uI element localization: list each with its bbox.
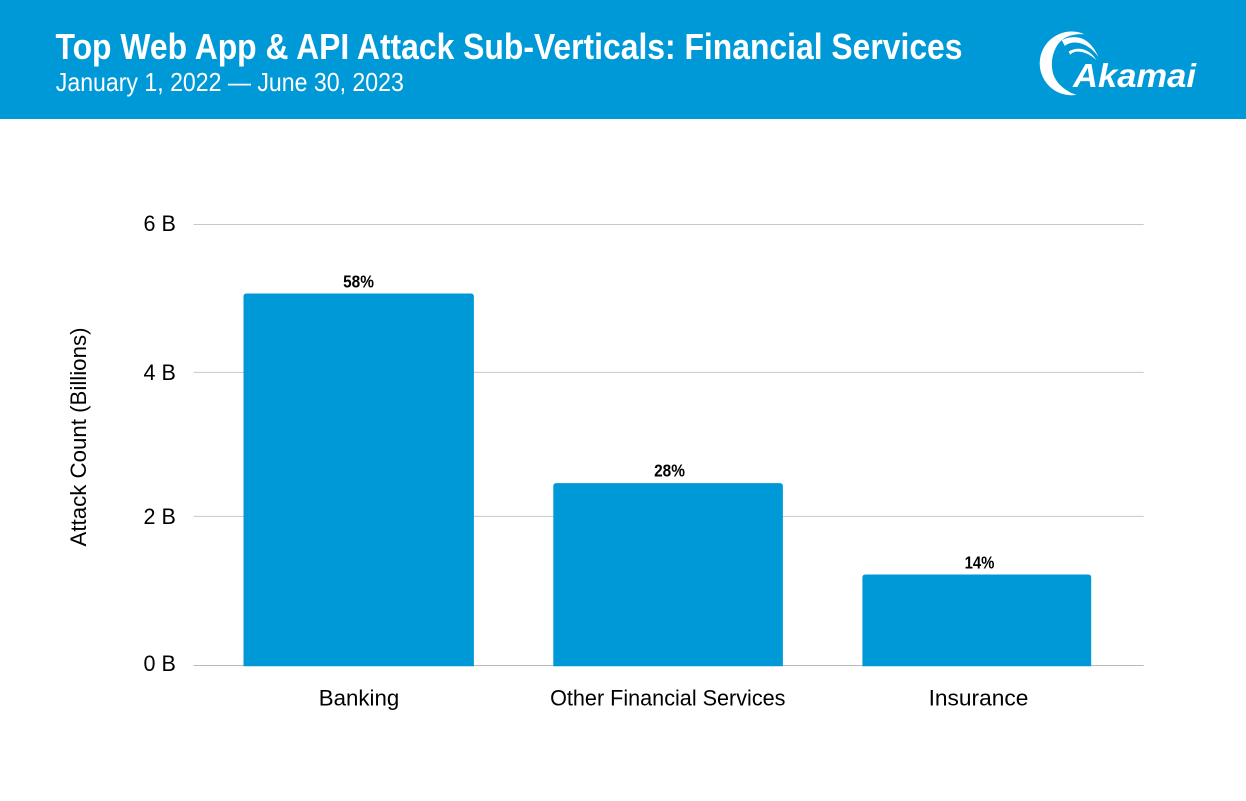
- svg-text:Banking: Banking: [319, 685, 399, 710]
- svg-text:28%: 28%: [654, 460, 685, 480]
- svg-text:Attack Count (Billions): Attack Count (Billions): [66, 328, 91, 547]
- svg-text:Other Financial Services: Other Financial Services: [550, 685, 785, 710]
- svg-text:0 B: 0 B: [144, 651, 176, 676]
- svg-text:14%: 14%: [965, 552, 995, 572]
- svg-text:2 B: 2 B: [144, 504, 176, 529]
- svg-text:January 1, 2022 — June 30, 202: January 1, 2022 — June 30, 2023: [56, 67, 404, 97]
- svg-text:6 B: 6 B: [144, 211, 176, 236]
- svg-text:58%: 58%: [343, 271, 374, 291]
- svg-text:Akamai: Akamai: [1072, 57, 1197, 94]
- svg-text:Top Web App & API Attack Sub-V: Top Web App & API Attack Sub-Verticals: …: [56, 26, 963, 67]
- svg-text:Insurance: Insurance: [929, 685, 1029, 710]
- svg-text:4 B: 4 B: [144, 360, 176, 385]
